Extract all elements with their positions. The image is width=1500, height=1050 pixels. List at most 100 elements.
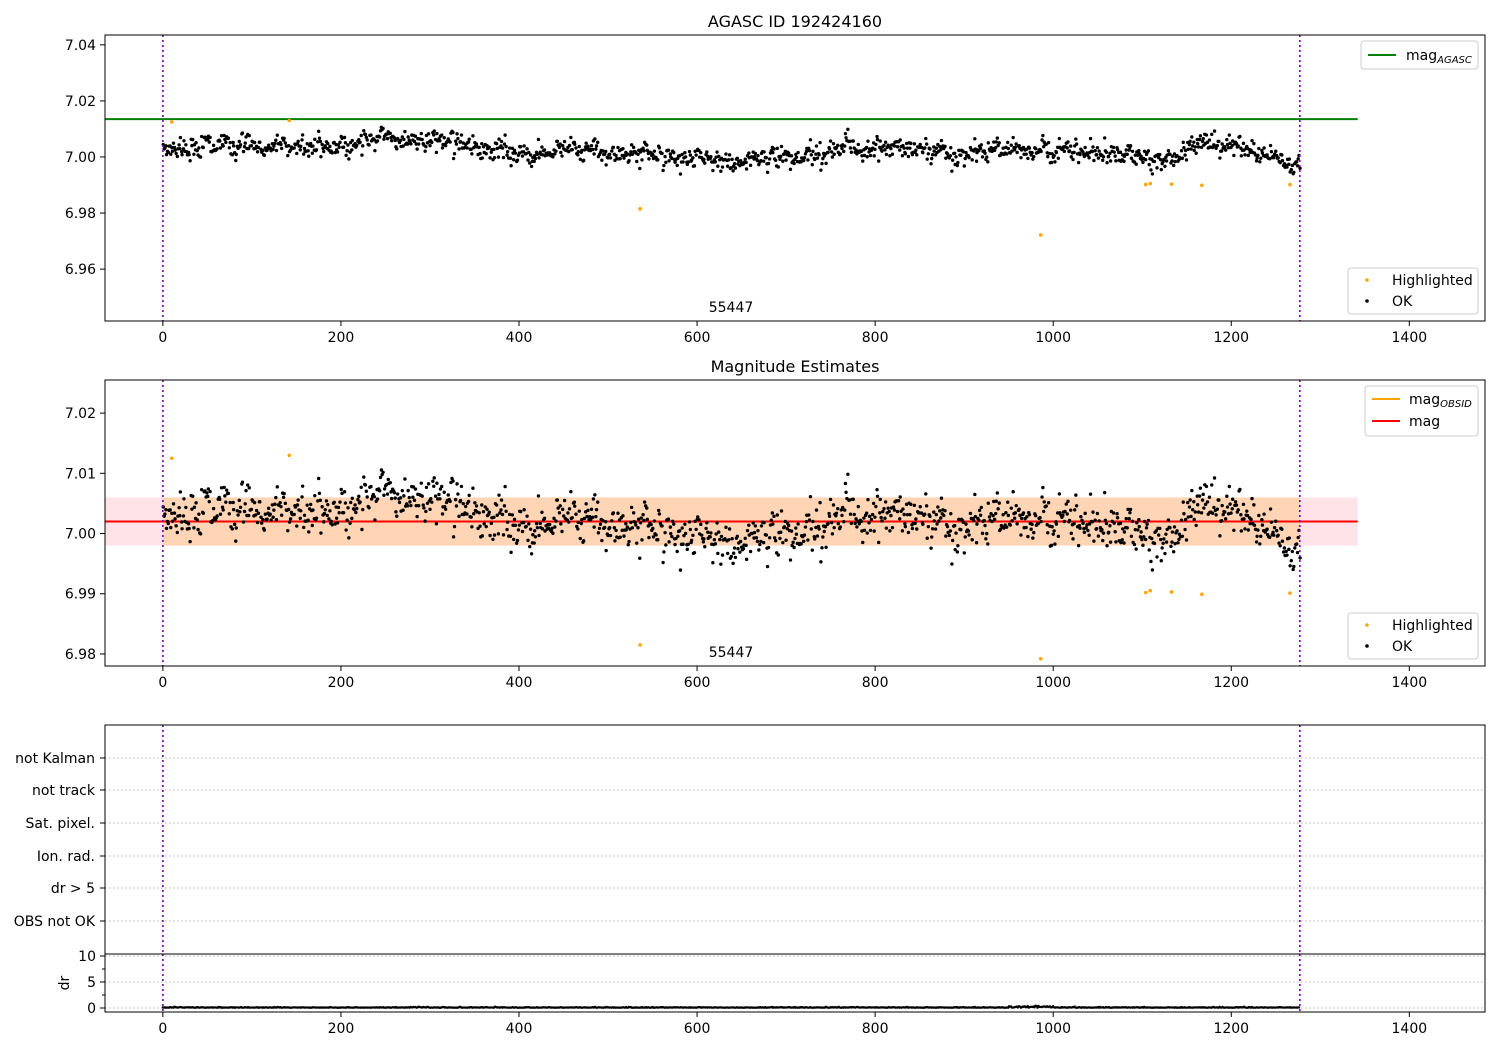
ok-point [1108, 151, 1112, 156]
ok-point [1220, 142, 1224, 146]
ok-point [751, 521, 755, 525]
ok-point [326, 502, 330, 507]
ok-point [1137, 152, 1141, 156]
ok-point [532, 159, 536, 164]
ok-point [327, 517, 331, 521]
ok-point [528, 544, 532, 549]
ok-point [181, 514, 186, 518]
ok-point [526, 158, 530, 162]
ok-point [784, 538, 788, 542]
ok-point [962, 551, 967, 555]
ok-point [1175, 529, 1179, 533]
ok-point [1101, 155, 1106, 159]
ok-point [306, 149, 310, 153]
ok-point [499, 139, 504, 144]
ok-point [1246, 528, 1251, 532]
ok-point [925, 157, 929, 161]
ok-point [414, 503, 418, 508]
ok-point [666, 148, 671, 152]
ok-point [363, 483, 368, 487]
ok-point [256, 511, 261, 515]
ok-point [1262, 146, 1266, 150]
ok-point [394, 510, 398, 514]
ok-point [793, 536, 797, 541]
ok-point [753, 524, 758, 528]
ok-point [1280, 539, 1285, 543]
ok-point [1019, 155, 1023, 160]
ok-point [507, 512, 512, 517]
ok-point [1173, 159, 1177, 164]
ok-point [505, 527, 509, 532]
highlighted-point [1288, 182, 1292, 187]
ok-point [923, 146, 927, 150]
panel-magnitude-estimates-ytick-label: 6.99 [65, 587, 96, 603]
flag-label: not Kalman [15, 751, 95, 767]
ok-point [716, 164, 720, 168]
ok-point [540, 145, 544, 149]
ok-point [228, 140, 232, 145]
ok-point [246, 513, 251, 518]
ok-point [831, 503, 836, 507]
ok-point [703, 161, 707, 165]
ok-point [781, 540, 785, 545]
ok-point [164, 152, 169, 157]
panel-agasc-xtick-label: 0 [158, 330, 167, 346]
ok-point [670, 156, 674, 161]
ok-point [1046, 501, 1051, 505]
ok-point [594, 514, 598, 519]
ok-point [1183, 148, 1188, 153]
ok-point [317, 491, 322, 496]
ok-point [683, 155, 688, 159]
ok-point [978, 146, 983, 151]
ok-point [670, 534, 674, 539]
ok-point [748, 163, 753, 168]
ok-point [517, 523, 522, 527]
ok-point [1080, 518, 1084, 522]
ok-point [771, 522, 775, 526]
ok-point [856, 142, 860, 147]
panel-magnitude-estimates-frame [104, 379, 1486, 667]
ok-point [1066, 140, 1070, 144]
ok-point [310, 151, 314, 155]
ok-point [1111, 511, 1116, 515]
ok-point [1045, 151, 1049, 155]
ok-point [828, 497, 833, 502]
ok-point [252, 500, 257, 505]
ok-point [578, 157, 582, 161]
ok-point [532, 153, 537, 158]
ok-point [715, 521, 719, 525]
ok-point [717, 530, 721, 534]
ok-point [1086, 528, 1090, 533]
ok-point [296, 139, 300, 144]
ok-point [830, 155, 835, 159]
ok-point [432, 484, 436, 488]
ok-point [1041, 133, 1045, 138]
ok-point [316, 476, 321, 481]
ok-point [423, 519, 427, 523]
ok-point [596, 140, 600, 145]
ok-point [219, 133, 224, 138]
ok-point [1289, 558, 1293, 563]
ok-point [265, 148, 269, 152]
ok-point [620, 153, 624, 158]
ok-point [429, 496, 433, 501]
ok-point [867, 521, 871, 525]
ok-point [1065, 146, 1069, 150]
ok-point [956, 160, 960, 165]
ok-point [1272, 533, 1276, 537]
ok-point [846, 472, 850, 476]
ok-point [1078, 526, 1082, 530]
ok-point [218, 139, 222, 143]
ok-point [283, 141, 288, 145]
ok-point [562, 498, 567, 503]
ok-point [766, 161, 771, 166]
ok-point [932, 510, 936, 514]
ok-point [1152, 541, 1157, 546]
ok-point [319, 531, 323, 535]
ok-point [741, 546, 746, 551]
ok-point [638, 521, 643, 525]
ok-point [924, 142, 929, 146]
ok-point [591, 497, 596, 501]
ok-point [559, 150, 563, 155]
ok-point [939, 496, 944, 500]
